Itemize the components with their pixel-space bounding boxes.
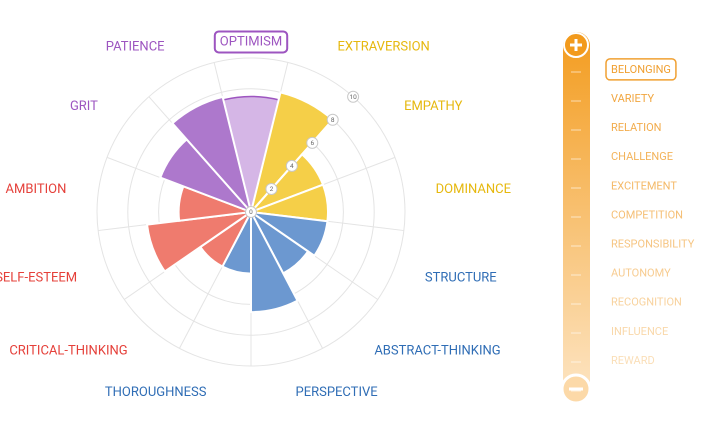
tick-badge — [306, 136, 319, 149]
category-label: GRIT — [70, 99, 98, 114]
wedge — [170, 95, 252, 213]
tick-label: 10 — [349, 93, 357, 101]
category-label: STRUCTURE — [425, 270, 497, 285]
tick-badge — [285, 159, 298, 172]
selected-box — [213, 30, 289, 54]
category-label: ABSTRACT-THINKING — [374, 344, 500, 359]
category-label: AMBITION — [6, 182, 67, 197]
wedge — [250, 211, 329, 258]
sidebar-item[interactable]: RECOGNITION — [611, 296, 682, 309]
sidebar-item[interactable]: RELATION — [611, 121, 662, 134]
category-label: PATIENCE — [106, 40, 165, 55]
category-label: DOMINANCE — [436, 182, 511, 197]
category-label: EMPATHY — [404, 99, 463, 114]
tick-label: 2 — [270, 185, 274, 193]
sidebar-item[interactable]: BELONGING — [611, 63, 671, 76]
sidebar-item[interactable]: VARIETY — [611, 92, 655, 105]
sidebar-item[interactable]: RESPONSIBILITY — [611, 238, 695, 251]
tick-label: 0 — [249, 208, 253, 216]
category-label: CRITICAL-THINKING — [9, 344, 127, 359]
wedge — [250, 211, 299, 314]
category-label: SELF-ESTEEM — [0, 270, 77, 285]
plus-icon — [570, 39, 582, 51]
tick-badge — [245, 206, 257, 218]
tick-badge — [265, 182, 278, 195]
sidebar-item[interactable]: COMPETITION — [611, 208, 683, 221]
tick-badge — [326, 113, 339, 126]
tick-label: 4 — [290, 162, 294, 170]
slider-track[interactable] — [563, 32, 590, 404]
slider[interactable]: BELONGING VARIETY RELATION CHALLENGE EXCITEM… — [560, 32, 695, 405]
category-label: OPTIMISM — [220, 34, 282, 49]
tick-label: 8 — [331, 116, 335, 124]
category-label: THOROUGHNESS — [105, 385, 207, 400]
polar-chart: OPTIMISM EXTRAVERSION EMPATHY DOMINANCE STRU… — [0, 30, 511, 400]
category-label: EXTRAVERSION — [337, 40, 429, 55]
tick-badge — [347, 90, 360, 103]
sidebar-item[interactable]: CHALLENGE — [611, 150, 673, 163]
selected-box — [605, 58, 677, 81]
sidebar-item[interactable]: REWARD — [611, 354, 655, 367]
sidebar-item[interactable]: INFLUENCE — [611, 325, 668, 338]
sidebar-item[interactable]: AUTONOMY — [611, 267, 671, 280]
category-label: PERSPECTIVE — [296, 385, 378, 400]
wedge — [145, 211, 252, 273]
sidebar-item[interactable]: EXCITEMENT — [611, 179, 677, 192]
tick-label: 6 — [310, 139, 314, 147]
